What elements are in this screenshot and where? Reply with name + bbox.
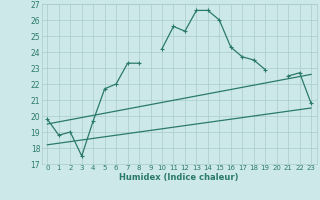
X-axis label: Humidex (Indice chaleur): Humidex (Indice chaleur): [119, 173, 239, 182]
